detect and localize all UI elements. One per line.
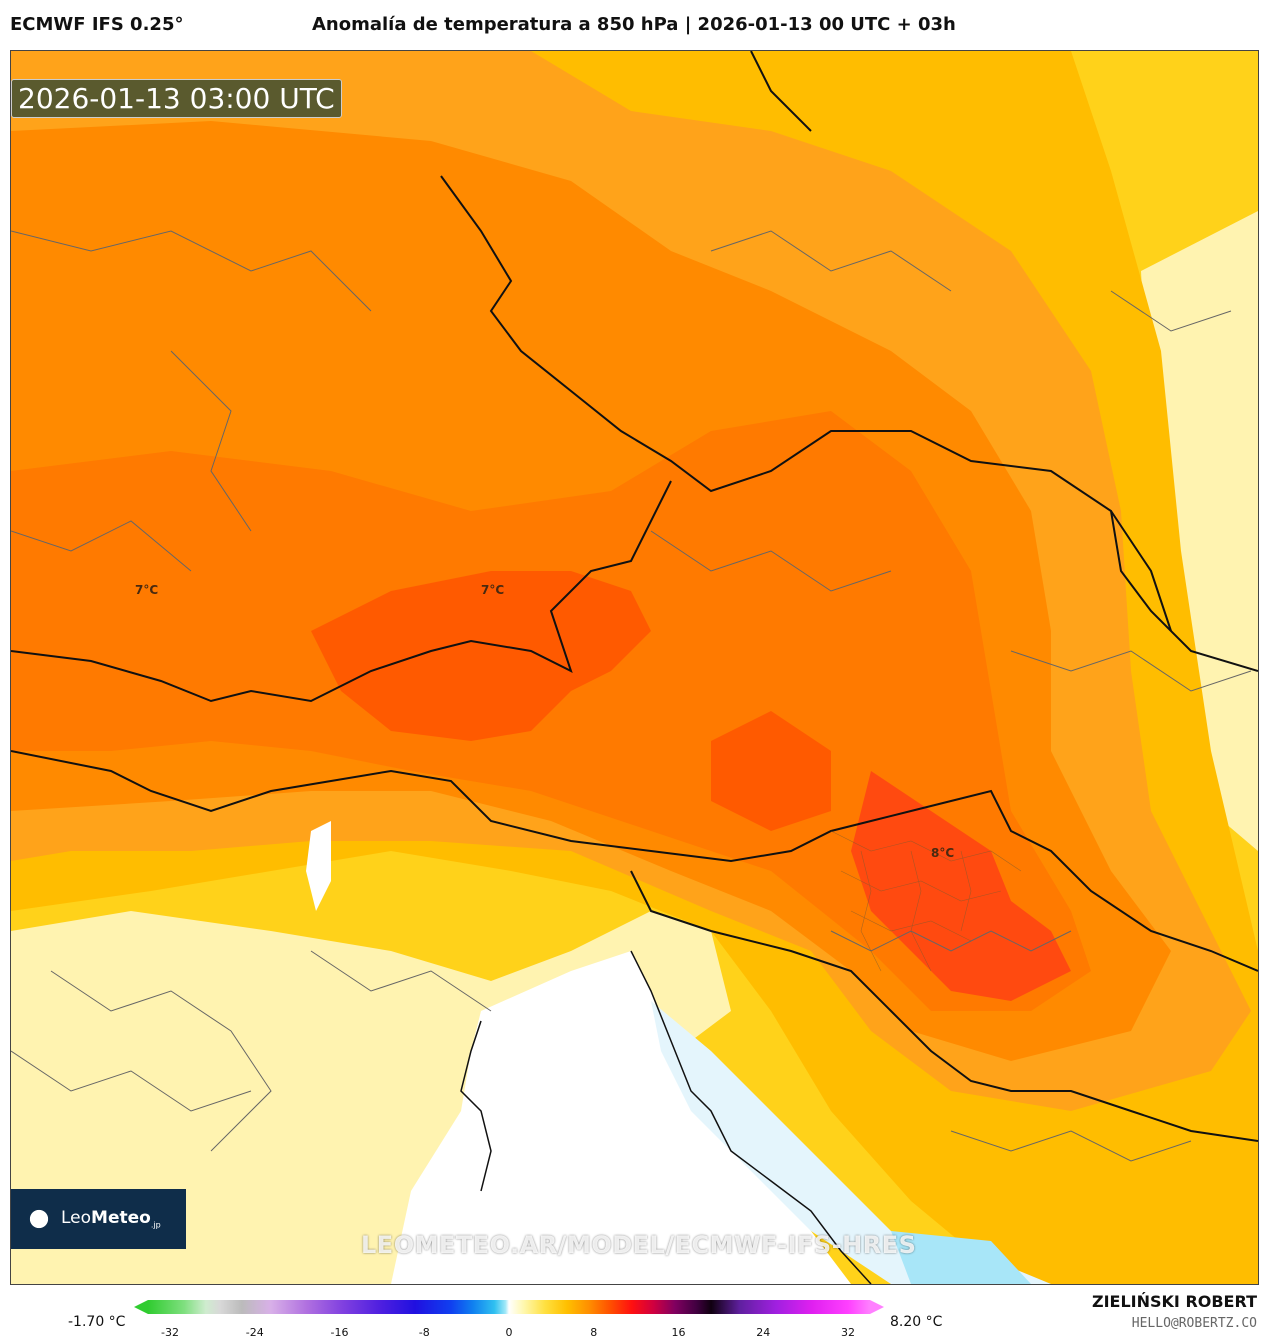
colorbar-ticks: -32 -24 -16 -8 0 8 16 24 32 — [148, 1326, 870, 1340]
colorbar-tick-label: 0 — [505, 1326, 513, 1339]
colorbar-tick-label: 24 — [756, 1326, 771, 1339]
colorbar-gradient — [148, 1300, 870, 1314]
colorbar-tick-label: -32 — [161, 1326, 179, 1339]
colorbar-arrow-right — [870, 1300, 884, 1314]
contour-label: 7°C — [481, 583, 505, 597]
colorbar-tick-label: 16 — [671, 1326, 686, 1339]
colorbar-tick-label: -24 — [245, 1326, 264, 1339]
colorbar-min-label: -1.70 °C — [68, 1314, 126, 1330]
model-name: ECMWF IFS 0.25° — [10, 14, 184, 35]
sun-icon — [25, 1205, 53, 1233]
author-email[interactable]: HELLO@ROBERTZ.CO — [1131, 1316, 1257, 1331]
leometeo-logo[interactable]: LeoMeteo.jp — [11, 1189, 186, 1249]
colorbar-tick-label: -16 — [330, 1326, 349, 1339]
colorbar-tick-label: 32 — [841, 1326, 855, 1339]
temperature-anomaly-map — [11, 51, 1258, 1284]
footer: -1.70 °C -32 -24 -16 -8 0 8 16 24 32 8.20 °C ZIE… — [0, 1290, 1267, 1339]
colorbar-tick-label: 8 — [590, 1326, 598, 1339]
colorbar — [134, 1300, 884, 1314]
contour-label: 8°C — [931, 846, 955, 860]
author-name: ZIELIŃSKI ROBERT — [1091, 1292, 1257, 1311]
colorbar-max-label: 8.20 °C — [890, 1314, 943, 1330]
logo-text: LeoMeteo.jp — [61, 1208, 161, 1230]
map-canvas: 2026-01-13 03:00 UTC 7°C 7°C 8°C LeoMete… — [10, 50, 1259, 1285]
colorbar-tick-label: -8 — [418, 1326, 430, 1339]
map-title: Anomalía de temperatura a 850 hPa | 2026… — [312, 14, 956, 35]
valid-time-badge: 2026-01-13 03:00 UTC — [11, 79, 342, 118]
contour-label: 7°C — [135, 583, 159, 597]
source-url-watermark: LEOMETEO.AR/MODEL/ECMWF-IFS-HRES — [361, 1231, 917, 1259]
colorbar-arrow-left — [134, 1300, 148, 1314]
